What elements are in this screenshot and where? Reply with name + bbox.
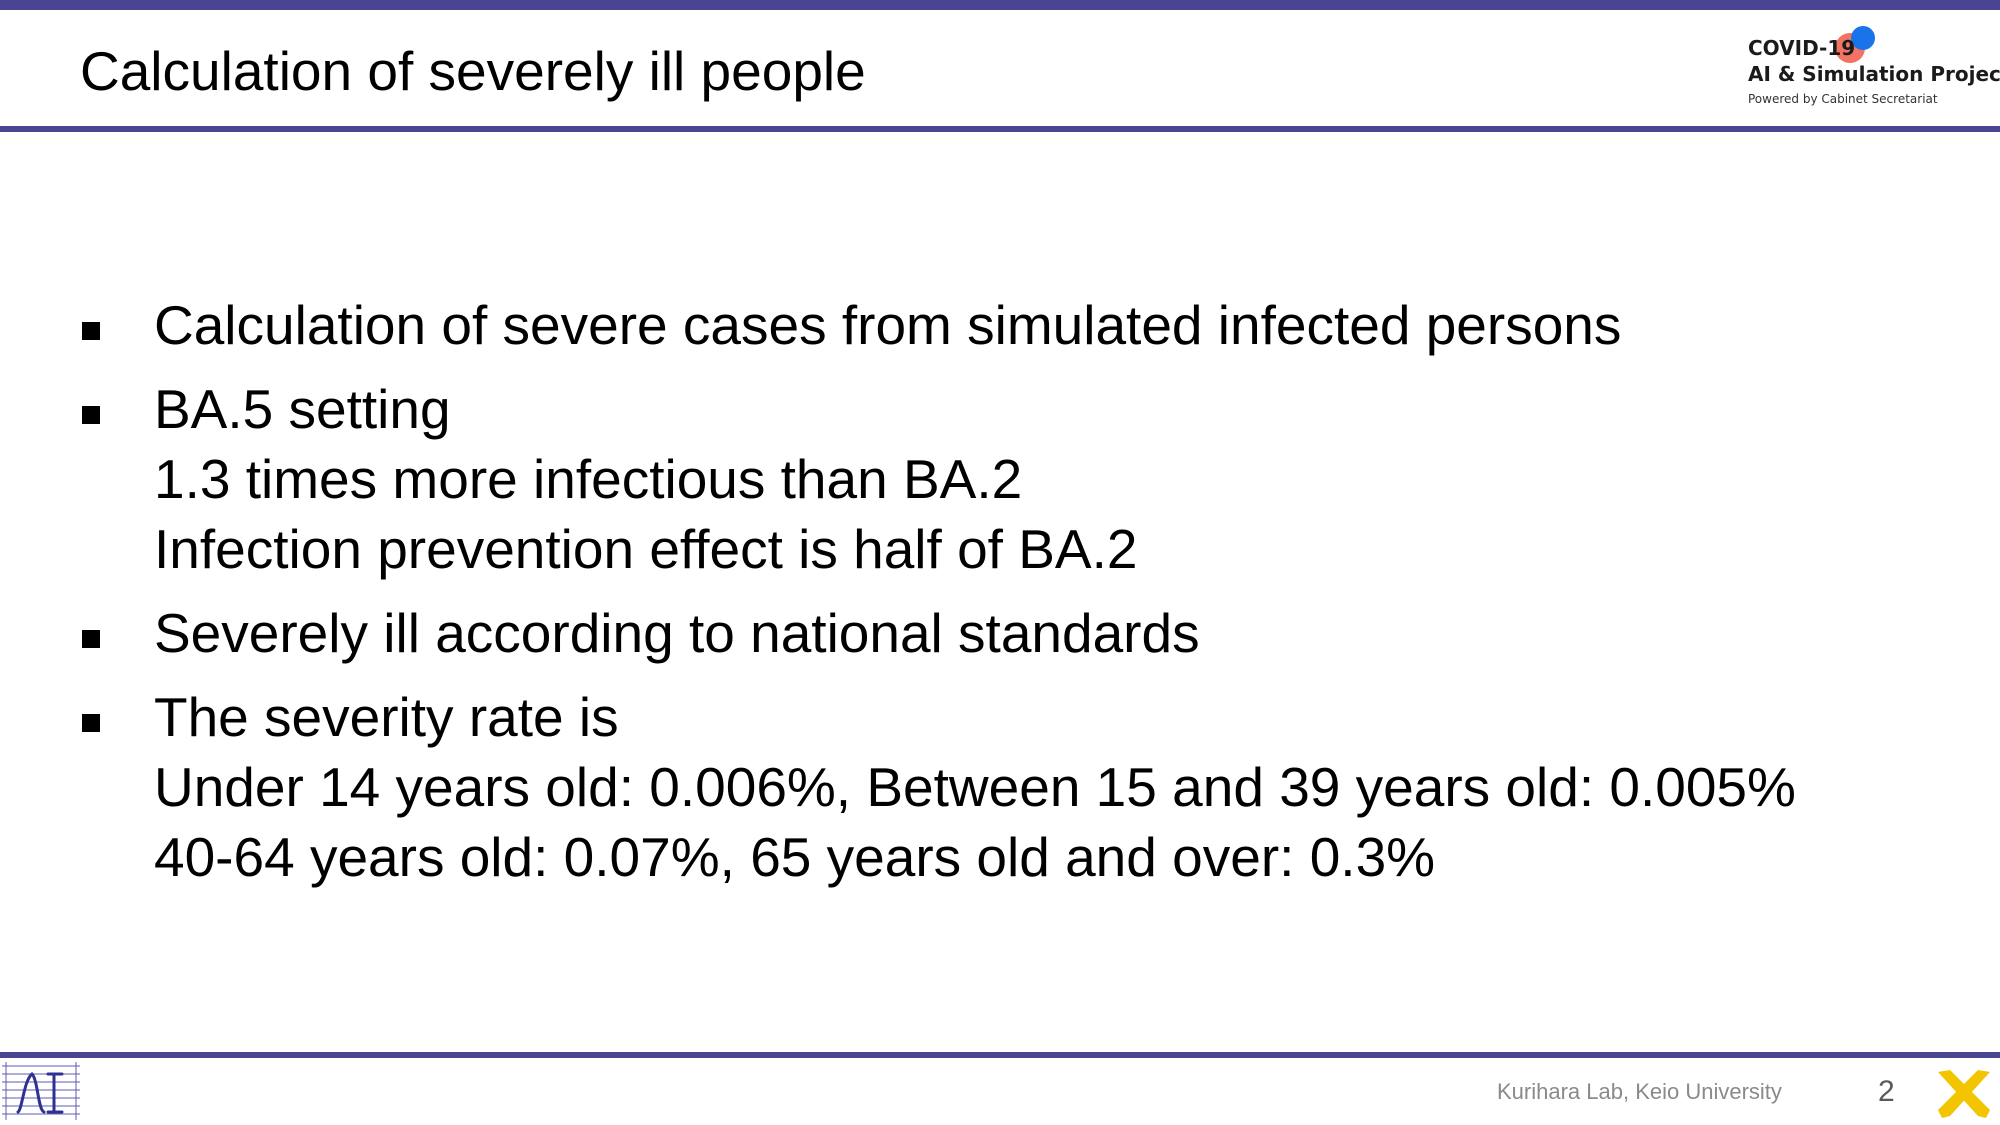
bullet-text: Calculation of severe cases from simulat… <box>154 290 2000 360</box>
bullet-square-icon <box>82 714 100 732</box>
footer-divider <box>0 1052 2000 1058</box>
bullet-square-icon <box>82 406 100 424</box>
bullet-line: 40-64 years old: 0.07%, 65 years old and… <box>154 826 1436 888</box>
title-divider <box>0 126 2000 132</box>
bullet-text: BA.5 setting 1.3 times more infectious t… <box>154 374 2000 584</box>
logo-line-covid: COVID-19 <box>1748 36 1856 60</box>
bullet-square-icon <box>82 630 100 648</box>
bullet-line: Infection prevention effect is half of B… <box>154 518 1138 580</box>
bullet-line: BA.5 setting <box>154 378 451 440</box>
bullet-line: Severely ill according to national stand… <box>154 602 1200 664</box>
bullet-item: BA.5 setting 1.3 times more infectious t… <box>0 374 2000 584</box>
ai-lab-logo-icon <box>2 1062 80 1120</box>
logo-dots-icon <box>1835 26 1875 63</box>
logo-line-powered-by: Powered by Cabinet Secretariat <box>1748 92 1938 106</box>
bullet-list: Calculation of severe cases from simulat… <box>0 290 2000 906</box>
bullet-text: The severity rate is Under 14 years old:… <box>154 682 2000 892</box>
keio-pen-logo-icon <box>1938 1070 1990 1118</box>
bullet-square-icon <box>82 322 100 340</box>
bullet-line: Calculation of severe cases from simulat… <box>154 294 1622 356</box>
footer-credit: Kurihara Lab, Keio University <box>1497 1079 1782 1104</box>
bullet-item: Severely ill according to national stand… <box>0 598 2000 668</box>
logo-line-project: AI & Simulation Project <box>1748 62 2000 86</box>
bullet-item: Calculation of severe cases from simulat… <box>0 290 2000 360</box>
bullet-line: Under 14 years old: 0.006%, Between 15 a… <box>154 756 1796 818</box>
bullet-line: 1.3 times more infectious than BA.2 <box>154 448 1023 510</box>
covid-ai-simulation-logo: COVID-19 AI & Simulation Project Powered… <box>1748 22 2000 114</box>
bullet-line: The severity rate is <box>154 686 619 748</box>
bullet-text: Severely ill according to national stand… <box>154 598 2000 668</box>
bullet-item: The severity rate is Under 14 years old:… <box>0 682 2000 892</box>
slide-title: Calculation of severely ill people <box>80 40 866 102</box>
page-number: 2 <box>1878 1075 1895 1108</box>
top-accent-bar <box>0 0 2000 10</box>
